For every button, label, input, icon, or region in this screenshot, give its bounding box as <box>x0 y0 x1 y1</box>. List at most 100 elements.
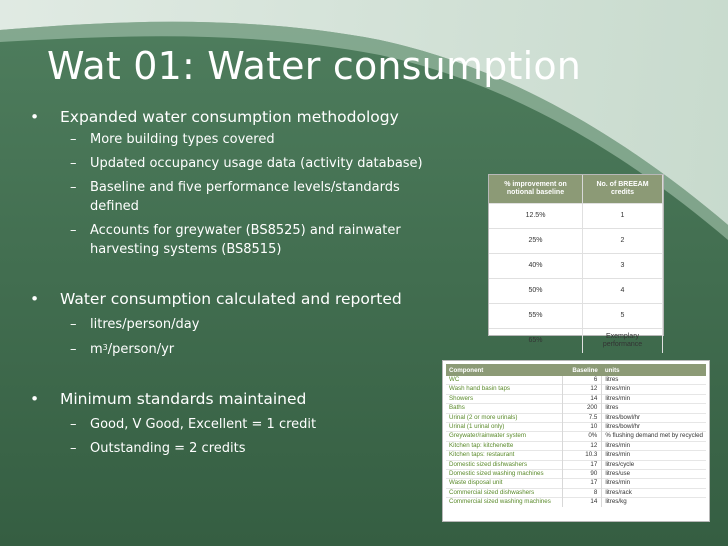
bullet-glyph: • <box>30 290 40 308</box>
superscript: 3 <box>102 343 108 352</box>
table-cell: 65% <box>489 328 584 353</box>
dash-glyph: – <box>70 156 77 171</box>
sub-bullet: – Updated occupancy usage data (activity … <box>70 155 423 173</box>
table-cell: litres <box>605 376 619 383</box>
baseline-header: Baseline <box>562 364 602 376</box>
bullet-1: • Expanded water consumption methodology <box>30 108 399 126</box>
sub-bullet-text: Good, V Good, Excellent = 1 credit <box>90 417 317 432</box>
bullet-text: Expanded water consumption methodology <box>60 108 399 126</box>
sub-bullet-text: More building types covered <box>90 132 275 147</box>
dash-glyph: – <box>70 132 77 147</box>
table-cell: litres/rack <box>601 487 706 498</box>
sub-bullet: – m3/person/yr <box>70 341 175 359</box>
sub-bullet: – Baseline and five performance levels/st… <box>70 179 400 197</box>
table-cell: Wash hand basin taps <box>446 384 564 395</box>
dash-glyph: – <box>70 417 77 432</box>
table-row: WC 6 litres <box>446 376 706 385</box>
table-row: Commercial sized dishwashers 8 litres/rack <box>446 487 706 498</box>
dash-glyph: – <box>70 223 77 238</box>
table-row: Commercial sized washing machines 14 litre… <box>446 497 706 507</box>
table-row: Urinal (2 or more urinals) 7.5 litres/bowl… <box>446 412 706 423</box>
table-row: Wash hand basin taps 12 litres/min <box>446 384 706 395</box>
table-cell: Exemplary performance <box>582 328 663 353</box>
table-cell: 4 <box>582 278 663 304</box>
sub-bullet: – litres/person/day <box>70 316 200 334</box>
table-cell: 1 <box>582 203 663 229</box>
credits-header-improvement: % improvement on notional baseline <box>489 175 584 204</box>
bullet-glyph: • <box>30 390 40 408</box>
table-cell: 10.3 <box>562 450 603 461</box>
sub-bullet-text: m <box>90 342 103 357</box>
dash-glyph: – <box>70 317 77 332</box>
table-cell: 12 <box>562 384 603 395</box>
table-cell: 8 <box>562 487 603 498</box>
table-row: Urinal (1 urinal only) 10 litres/bowl/hr <box>446 422 706 432</box>
table-cell: Commercial sized washing machines <box>446 497 564 507</box>
table-cell: 5 <box>582 303 663 329</box>
sub-bullet-continuation: defined <box>90 199 139 214</box>
table-cell: Kitchen taps: restaurant <box>446 450 564 461</box>
table-cell: 55% <box>489 303 584 329</box>
table-cell: litres/min <box>601 478 706 489</box>
table-cell: Domestic sized washing machines <box>446 469 564 479</box>
table-cell: litres/min <box>601 440 706 451</box>
credits-table: % improvement on notional baseline No. of… <box>488 174 664 353</box>
sub-bullet-text: litres/person/day <box>90 317 200 332</box>
table-row: Kitchen taps: restaurant 10.3 litres/min <box>446 450 706 461</box>
sub-bullet-text: Outstanding = 2 credits <box>90 441 246 456</box>
sub-bullet: – Accounts for greywater (BS8525) and rai… <box>70 222 401 240</box>
table-cell: 40% <box>489 253 584 279</box>
sub-bullet-text: /person/yr <box>107 342 175 357</box>
table-cell: Kitchen tap: kitchenette <box>446 440 564 451</box>
sub-bullet-continuation: harvesting systems (BS8515) <box>90 242 282 257</box>
table-cell: 50% <box>489 278 584 304</box>
component-table: Component Baseline units WC 6 litres Wash h… <box>442 360 710 522</box>
table-cell: 17 <box>562 478 603 489</box>
slide-title: Wat 01: Water consumption <box>47 44 582 88</box>
table-row: Domestic sized washing machines 90 litres/… <box>446 469 706 479</box>
sub-bullet: – Outstanding = 2 credits <box>70 440 246 458</box>
table-row: 25% 2 <box>489 228 663 254</box>
table-row: Baths 200 litres <box>446 403 706 414</box>
table-cell: 12.5% <box>489 203 584 229</box>
table-row: Greywater/rainwater system 0%% flushing d… <box>446 431 706 442</box>
table-row: 55% 5 <box>489 303 663 329</box>
table-row: Kitchen tap: kitchenette 12 litres/min <box>446 440 706 451</box>
dash-glyph: – <box>70 180 77 195</box>
sub-bullet-text: Baseline and five performance levels/sta… <box>90 180 400 195</box>
table-cell: 25% <box>489 228 584 254</box>
table-cell: Baths <box>446 403 564 414</box>
table-cell: litres/bowl/hr <box>601 422 706 432</box>
table-cell: litres/min <box>601 384 706 395</box>
table-cell: litres/use <box>601 469 706 479</box>
dash-glyph: – <box>70 342 77 357</box>
table-cell: Showers <box>446 393 564 404</box>
table-cell: 12 <box>562 440 603 451</box>
table-row: 50% 4 <box>489 278 663 304</box>
sub-bullet: – More building types covered <box>70 131 275 149</box>
table-row: Domestic sized dishwashers 17 litres/cycle <box>446 459 706 470</box>
bullet-2: • Water consumption calculated and repor… <box>30 290 402 308</box>
table-cell: 17 <box>562 459 603 470</box>
table-cell: Greywater/rainwater system <box>446 431 564 442</box>
units-header: units <box>601 364 706 376</box>
bullet-3: • Minimum standards maintained <box>30 390 307 408</box>
table-cell: 3 <box>582 253 663 279</box>
bullet-text: Minimum standards maintained <box>60 390 307 408</box>
table-cell: Urinal (1 urinal only) <box>446 422 564 432</box>
table-cell: 0% <box>562 431 603 442</box>
table-cell: 6 <box>562 376 603 385</box>
table-cell: litres <box>601 403 706 414</box>
table-cell: WC <box>446 376 564 385</box>
table-cell: 90 <box>562 469 603 479</box>
table-cell: litres/kg <box>601 497 706 507</box>
table-row: Showers 14 litres/min <box>446 393 706 404</box>
sub-bullet: – Good, V Good, Excellent = 1 credit <box>70 416 317 434</box>
table-cell: 14 <box>562 497 603 507</box>
table-cell: litres/cycle <box>601 459 706 470</box>
table-cell: litres/min <box>601 393 706 404</box>
table-row: 40% 3 <box>489 253 663 279</box>
component-header: Component <box>446 364 563 376</box>
table-cell: Waste disposal unit <box>446 478 564 489</box>
